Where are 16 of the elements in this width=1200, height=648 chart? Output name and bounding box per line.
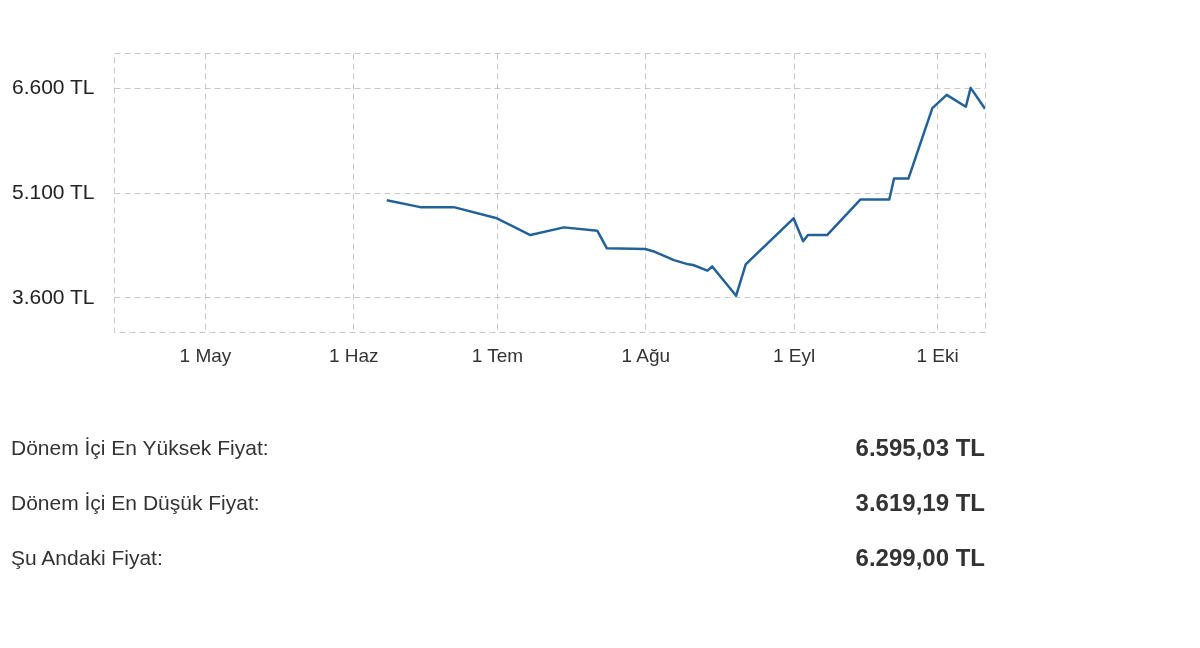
- x-tick-label: 1 Haz: [328, 344, 379, 366]
- y-tick-label: 5.100 TL: [11, 180, 95, 203]
- text: 6.299,00 TL: [855, 543, 985, 571]
- y-tick-label: 3.600 TL: [11, 284, 95, 308]
- x-tick-label: 1 Eyl: [772, 344, 816, 366]
- text: 6.595,03 TL: [855, 433, 985, 461]
- x-tick-label: 1 Eki: [916, 344, 959, 366]
- text: Şu Andaki Fiyat:: [11, 545, 163, 569]
- text: 3.619,19 TL: [855, 488, 985, 516]
- x-tick-label: 1 Ağu: [621, 344, 671, 366]
- y-tick-label: 6.600 TL: [11, 75, 95, 99]
- line-series: [385, 86, 985, 297]
- x-tick-label: 1 Tem: [471, 344, 524, 366]
- text: Dönem İçi En Yüksek Fiyat:: [11, 435, 269, 459]
- text: Dönem İçi En Düşük Fiyat:: [11, 490, 260, 514]
- x-tick-label: 1 May: [179, 344, 232, 366]
